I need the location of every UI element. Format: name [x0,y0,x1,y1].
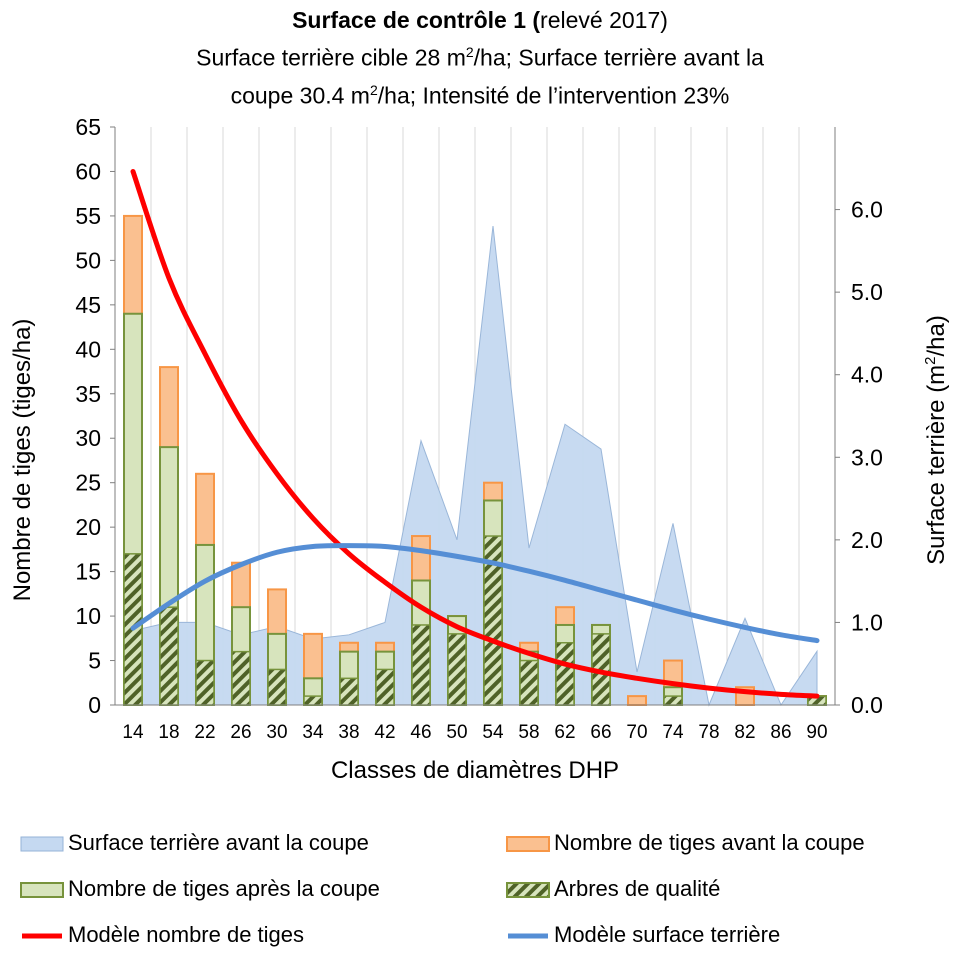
bar-quality-trees [411,624,431,706]
tick-label-category: 42 [374,722,395,743]
tick-label-category: 90 [806,722,827,743]
title-line3-sup: 2 [369,81,378,98]
legend-label: Modèle surface terrière [554,922,781,947]
legend-item-model-area: Modèle surface terrière [506,922,780,948]
legend-item-after: Nombre de tiges après la coupe [20,876,380,902]
legend-item-model-stems: Modèle nombre de tiges [20,922,304,948]
bar-quality-trees [339,677,359,706]
x-axis-label: Classes de diamètres DHP [331,757,619,784]
y-axis-label-right-sup: 2 [922,356,939,364]
bar-quality-trees [231,650,251,706]
tick-label-category: 46 [410,722,431,743]
tick-label-right: 0.0 [851,692,883,718]
tick-label-category: 54 [482,722,504,743]
line-swatch-icon [508,933,548,939]
tick-label-left: 5 [88,648,101,674]
area-swatch-icon [20,836,64,852]
legend-label: Modèle nombre de tiges [68,922,305,947]
tick-label-left: 50 [75,247,101,273]
line-swatch-icon [22,933,62,939]
chart-title: Surface de contrôle 1 (relevé 2017) Surf… [0,4,960,111]
tick-labels: 0 5 10 15 20 25 30 35 40 45 50 55 60 65 0.0 1.0 2.0 3.0 4.… [75,114,883,743]
title-line2-b: /ha; Surface terrière avant la [473,44,764,71]
tick-label-right: 6.0 [851,197,883,223]
bar-quality-trees [303,695,323,706]
axes [110,126,840,706]
title-line3-a: coupe 30.4 m [230,82,370,109]
tick-label-category: 74 [662,722,684,743]
title-line2-a: Surface terrière cible 28 m [196,44,466,71]
tick-label-left: 15 [75,559,101,585]
y-axis-label-right-a: Surface terrière (m [923,365,950,565]
legend-label: Nombre de tiges après la coupe [68,876,380,901]
bar-quality-trees [555,642,575,706]
line-model-nombre-tiges [130,168,820,699]
tick-label-right: 3.0 [851,444,883,470]
bar-swatch-icon [20,882,64,899]
tick-label-right: 4.0 [851,362,883,388]
bar-quality-trees [447,633,467,706]
tick-label-left: 0 [88,692,101,718]
line-model-surface-terriere [130,543,820,644]
hatch-swatch-icon [506,882,550,899]
tick-label-left: 25 [75,470,101,496]
tick-label-right: 5.0 [851,279,883,305]
title-line-1: Surface de contrôle 1 (relevé 2017) [0,4,960,36]
tick-label-left: 35 [75,381,101,407]
tick-label-category: 82 [734,722,755,743]
title-bold: Surface de contrôle 1 ( [292,7,541,33]
bar-quality-trees [375,668,395,706]
tick-label-left: 10 [75,603,101,629]
bar-quality-trees [663,695,683,706]
area-series [132,226,818,707]
tick-label-left: 55 [75,203,101,229]
bar-quality-trees [159,606,179,706]
bar-swatch-icon [506,836,550,853]
tick-label-category: 26 [230,722,251,743]
area-surface-terriere [132,226,818,707]
tick-label-category: 58 [518,722,539,743]
bar-quality-trees [267,668,287,706]
tick-label-right: 1.0 [851,609,883,635]
y-axis-label-left: Nombre de tiges (tiges/ha) [9,319,36,602]
legend-item-area: Surface terrière avant la coupe [20,830,369,856]
bar-quality-trees [519,659,539,706]
title-normal: relevé 2017) [540,7,668,33]
bar-quality-trees [195,659,215,706]
bar-before-cut [627,695,647,706]
title-line2-sup: 2 [465,44,474,60]
tick-label-category: 62 [554,722,575,743]
legend-label: Arbres de qualité [554,876,721,901]
tick-label-category: 30 [266,722,287,743]
tick-label-category: 18 [158,722,179,743]
title-line3-b: /ha; Intensité de l’intervention 23% [377,82,730,109]
tick-label-category: 50 [446,722,467,743]
tick-label-left: 60 [75,158,101,184]
tick-label-category: 78 [698,722,719,743]
tick-label-category: 86 [770,722,791,743]
legend-label: Nombre de tiges avant la coupe [554,830,865,855]
tick-label-category: 66 [590,722,611,743]
tick-label-left: 30 [75,425,101,451]
tick-label-category: 34 [302,722,324,743]
legend-item-quality: Arbres de qualité [506,876,720,902]
y-axis-label-right: Surface terrière (m2/ha) [922,315,950,565]
tick-label-right: 2.0 [851,527,883,553]
legend-label: Surface terrière avant la coupe [68,830,369,855]
title-line-3: coupe 30.4 m2/ha; Intensité de l’interve… [0,74,960,112]
y-axis-label-right-end: /ha) [923,315,950,356]
tick-label-left: 45 [75,292,101,318]
tick-label-left: 20 [75,514,101,540]
tick-label-category: 38 [338,722,359,743]
tick-label-category: 14 [122,722,144,743]
tick-label-left: 65 [75,114,101,140]
tick-label-category: 70 [626,722,647,743]
title-line-2: Surface terrière cible 28 m2/ha; Surface… [0,36,960,74]
tick-label-left: 40 [75,336,101,362]
legend-item-before: Nombre de tiges avant la coupe [506,830,865,856]
tick-label-category: 22 [194,722,215,743]
line-series [130,168,820,699]
